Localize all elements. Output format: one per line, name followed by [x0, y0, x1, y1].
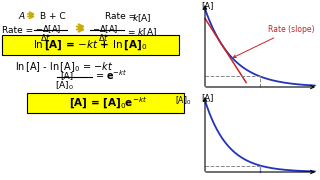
- Text: [A]$_0$: [A]$_0$: [55, 79, 74, 91]
- Text: Rate (slope): Rate (slope): [233, 25, 315, 58]
- Text: $\ln$[A] = $-kt$ + $\ln$[A]$_0$: $\ln$[A] = $-kt$ + $\ln$[A]$_0$: [33, 38, 147, 52]
- FancyBboxPatch shape: [2, 35, 179, 55]
- Text: $\Delta t$: $\Delta t$: [98, 32, 109, 43]
- Text: $\Delta t$: $\Delta t$: [40, 32, 51, 43]
- Text: Rate =: Rate =: [2, 26, 36, 35]
- Text: t: t: [319, 168, 320, 177]
- Text: $-\Delta$[A]: $-\Delta$[A]: [92, 23, 118, 35]
- Text: [A]: [A]: [201, 1, 213, 10]
- Text: [A] = [A]$_0\mathbf{e}^{-kt}$: [A] = [A]$_0\mathbf{e}^{-kt}$: [69, 95, 147, 111]
- Text: $-\Delta$[A]: $-\Delta$[A]: [35, 23, 61, 35]
- FancyBboxPatch shape: [27, 93, 184, 113]
- Text: Rate =: Rate =: [105, 12, 139, 21]
- Text: [A]$_0$: [A]$_0$: [175, 94, 191, 107]
- Text: B + C: B + C: [40, 12, 66, 21]
- Text: [A]: [A]: [201, 93, 213, 102]
- Text: [A]: [A]: [60, 71, 73, 80]
- Text: t: t: [319, 82, 320, 91]
- Text: $k$[A]: $k$[A]: [132, 12, 152, 24]
- Text: = $\mathbf{e}^{-kt}$: = $\mathbf{e}^{-kt}$: [95, 68, 127, 82]
- Text: $\ln$[A] - $\ln$[A]$_0$ = $-kt$: $\ln$[A] - $\ln$[A]$_0$ = $-kt$: [15, 60, 113, 74]
- Text: A: A: [18, 12, 24, 21]
- Text: = $k$[A]: = $k$[A]: [127, 26, 157, 38]
